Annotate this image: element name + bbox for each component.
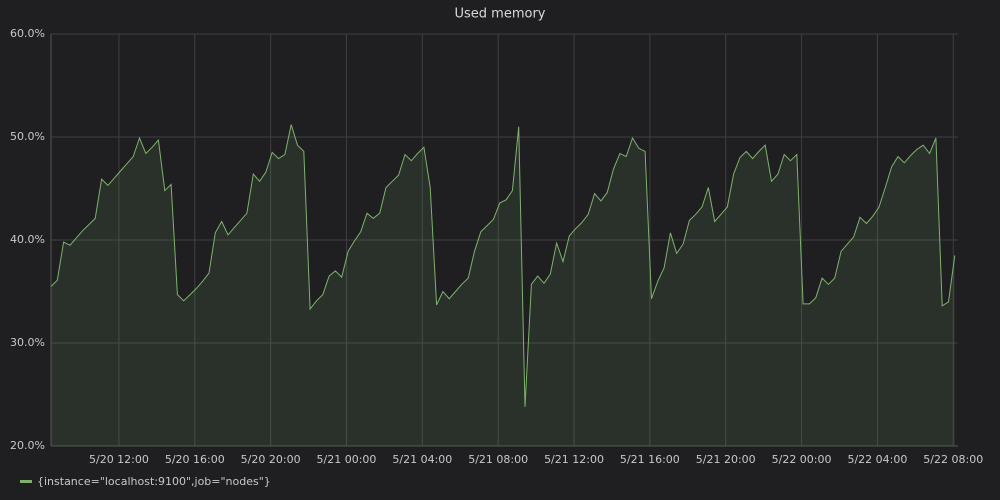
- legend-swatch: [20, 480, 32, 483]
- chart-title: Used memory: [455, 7, 546, 22]
- x-tick-label: 5/20 20:00: [241, 453, 301, 466]
- x-tick-label: 5/22 00:00: [772, 453, 832, 466]
- x-tick-label: 5/20 12:00: [89, 453, 149, 466]
- y-tick-label: 50.0%: [10, 130, 45, 143]
- x-tick-label: 5/21 04:00: [392, 453, 452, 466]
- x-tick-label: 5/21 20:00: [696, 453, 756, 466]
- y-tick-label: 40.0%: [10, 233, 45, 246]
- x-tick-label: 5/21 00:00: [317, 453, 377, 466]
- x-tick-label: 5/22 08:00: [923, 453, 983, 466]
- y-tick-label: 60.0%: [10, 27, 45, 40]
- legend-label: {instance="localhost:9100",job="nodes"}: [37, 475, 271, 488]
- y-tick-label: 30.0%: [10, 336, 45, 349]
- x-tick-label: 5/22 04:00: [847, 453, 907, 466]
- x-tick-label: 5/20 16:00: [165, 453, 225, 466]
- area: [51, 124, 955, 446]
- x-tick-label: 5/21 08:00: [468, 453, 528, 466]
- x-tick-label: 5/21 12:00: [544, 453, 604, 466]
- y-tick-label: 20.0%: [10, 439, 45, 452]
- x-tick-label: 5/21 16:00: [620, 453, 680, 466]
- line: [50, 124, 956, 407]
